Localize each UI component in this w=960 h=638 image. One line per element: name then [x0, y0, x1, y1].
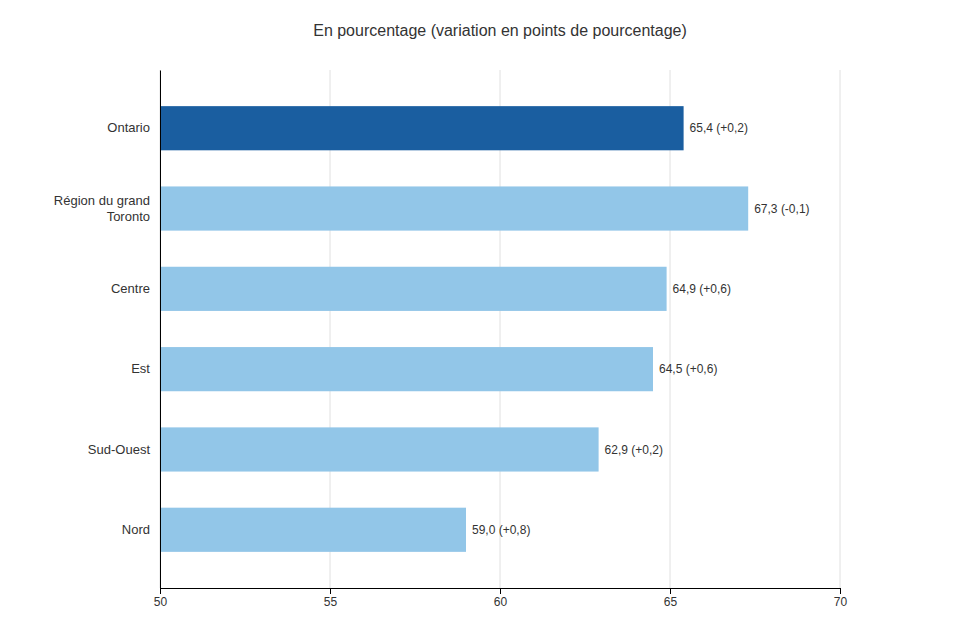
y-tick-label: Centre [111, 281, 150, 296]
y-tick-label-line: Toronto [107, 208, 150, 223]
bar [160, 106, 684, 150]
y-tick: Est [131, 361, 160, 376]
x-tick-label: 70 [834, 595, 848, 609]
data-label: 59,0 (+0,8) [472, 523, 530, 537]
x-tick-label: 60 [494, 595, 508, 609]
x-tick-mark [670, 588, 671, 594]
x-tick-mark [500, 588, 501, 594]
y-tick-label-line: Ontario [107, 120, 150, 135]
bar [160, 508, 466, 552]
chart-svg: En pourcentage (variation en points de p… [0, 0, 960, 638]
y-tick-label: Est [131, 361, 150, 376]
x-tick-label: 65 [664, 595, 678, 609]
y-tick-label: Région du grandToronto [54, 193, 150, 224]
y-tick: Nord [122, 522, 160, 537]
bar [160, 267, 667, 311]
y-tick-label-line: Est [131, 361, 150, 376]
y-tick-label: Nord [122, 522, 150, 537]
grid-line [840, 70, 841, 588]
y-tick-label: Ontario [107, 120, 150, 135]
bar [160, 427, 599, 471]
y-tick: Région du grandToronto [54, 193, 160, 224]
y-axis-line [160, 71, 161, 589]
data-label: 64,9 (+0,6) [673, 282, 731, 296]
y-tick: Sud-Ouest [88, 442, 160, 457]
y-tick-label-line: Centre [111, 281, 150, 296]
data-label: 64,5 (+0,6) [659, 362, 717, 376]
x-tick: 60 [494, 588, 508, 609]
bars [160, 106, 748, 552]
plot-area: 50 55 60 65 70 Nord Sud-Ouest Est Centre Région d… [54, 70, 848, 609]
y-tick-label-line: Sud-Ouest [88, 442, 151, 457]
x-tick-mark [840, 588, 841, 594]
x-tick-label: 55 [324, 595, 338, 609]
y-tick-label-line: Nord [122, 522, 150, 537]
chart-title: En pourcentage (variation en points de p… [313, 22, 687, 39]
y-tick: Centre [111, 281, 160, 296]
bar [160, 186, 748, 230]
y-tick: Ontario [107, 120, 160, 135]
x-tick-mark [330, 588, 331, 594]
x-tick: 55 [324, 588, 338, 609]
x-tick-label: 50 [154, 595, 168, 609]
x-tick: 70 [834, 588, 848, 609]
y-axis: Nord Sud-Ouest Est Centre Région du grandTor… [54, 71, 161, 589]
chart-container: En pourcentage (variation en points de p… [0, 0, 960, 638]
x-axis: 50 55 60 65 70 [154, 588, 848, 609]
x-tick-mark [160, 588, 161, 594]
data-label: 62,9 (+0,2) [605, 443, 663, 457]
data-label: 65,4 (+0,2) [690, 121, 748, 135]
y-tick-label: Sud-Ouest [88, 442, 151, 457]
grid-line [160, 70, 161, 588]
x-axis-line [161, 589, 841, 595]
data-label: 67,3 (-0,1) [754, 202, 809, 216]
x-tick: 50 [154, 588, 168, 609]
y-tick-label-line: Région du grand [54, 193, 150, 208]
grid [160, 70, 840, 588]
bar [160, 347, 653, 391]
x-tick: 65 [664, 588, 678, 609]
data-labels: 59,0 (+0,8) 62,9 (+0,2) 64,5 (+0,6) 64,9 (+… [472, 121, 810, 537]
